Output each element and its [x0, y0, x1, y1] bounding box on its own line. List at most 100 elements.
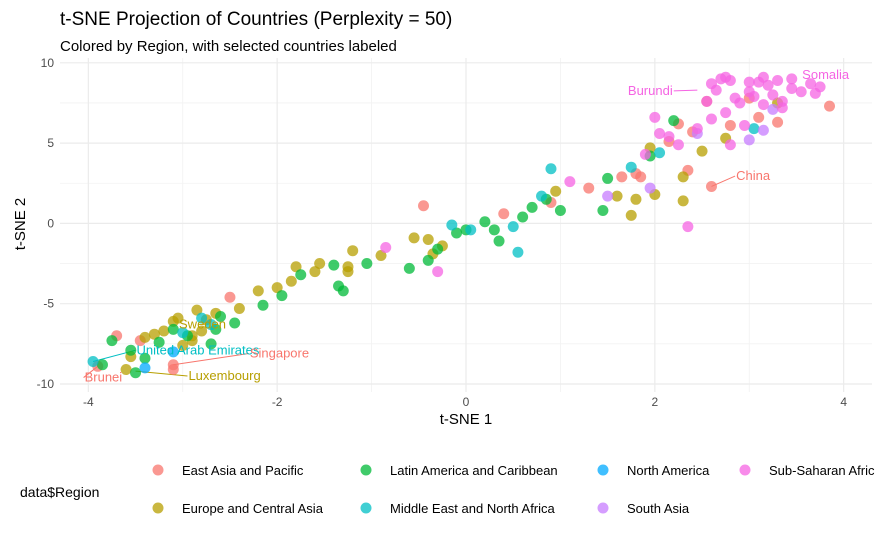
data-point: [824, 100, 836, 112]
data-point: [795, 86, 807, 98]
x-tick-label: 2: [651, 395, 658, 409]
data-point: [602, 190, 614, 202]
point-label: Luxembourg: [188, 368, 260, 383]
legend-key: [597, 464, 609, 476]
data-point: [167, 323, 179, 335]
data-point: [677, 171, 689, 183]
legend-label: Europe and Central Asia: [182, 501, 324, 516]
x-tick-label: -2: [272, 395, 283, 409]
data-point: [422, 254, 434, 266]
data-point: [526, 201, 538, 213]
legend-key: [152, 502, 164, 514]
legend-label: North America: [627, 463, 710, 478]
legend-key: [360, 464, 372, 476]
chart-subtitle: Colored by Region, with selected countri…: [60, 38, 397, 55]
y-tick-label: 10: [41, 56, 55, 70]
data-point: [705, 113, 717, 125]
data-point: [776, 102, 788, 114]
data-point: [734, 97, 746, 109]
data-point: [805, 78, 817, 90]
data-point: [205, 338, 217, 350]
data-point: [616, 171, 628, 183]
data-point: [408, 232, 420, 244]
legend-key: [597, 502, 609, 514]
data-point: [403, 262, 415, 274]
data-point: [233, 303, 245, 314]
legend-key: [360, 502, 372, 514]
data-point: [786, 73, 798, 85]
data-point: [564, 176, 576, 188]
legend-key: [152, 464, 164, 476]
x-tick-label: 4: [840, 395, 847, 409]
y-tick-label: 0: [47, 216, 54, 230]
data-point: [342, 266, 354, 278]
legend: East Asia and Pacific Latin America and C…: [152, 463, 875, 516]
point-labels: Somalia Burundi China Sweden United Arab Emi…: [85, 67, 850, 385]
data-point: [172, 312, 184, 324]
data-point: [120, 364, 132, 376]
data-point: [257, 299, 269, 311]
data-point: [337, 285, 349, 297]
data-point: [215, 311, 227, 323]
data-point: [762, 79, 774, 91]
legend-label: South Asia: [627, 501, 690, 516]
data-point: [649, 111, 661, 123]
data-point: [196, 325, 208, 337]
data-point: [639, 148, 651, 160]
data-point: [432, 266, 444, 278]
legend-label: East Asia and Pacific: [182, 463, 304, 478]
data-point: [635, 171, 647, 183]
data-point: [757, 124, 769, 136]
data-point: [677, 195, 689, 207]
data-point: [545, 163, 557, 175]
data-point: [451, 227, 463, 239]
x-tick-label: -4: [83, 395, 94, 409]
label-leader-line: [173, 352, 249, 366]
data-point: [493, 235, 505, 247]
point-label: Singapore: [250, 345, 309, 360]
data-point: [380, 241, 392, 253]
data-point: [328, 259, 340, 271]
data-point: [96, 359, 108, 371]
legend-key: [739, 464, 751, 476]
data-point: [786, 83, 798, 95]
data-point: [224, 291, 236, 303]
data-point: [276, 290, 288, 302]
data-point: [177, 339, 189, 351]
data-point: [465, 224, 477, 236]
data-point: [630, 193, 642, 205]
data-point: [597, 205, 609, 217]
y-tick-label: 5: [47, 136, 54, 150]
data-point: [772, 116, 784, 128]
data-point: [191, 304, 203, 316]
data-point: [139, 352, 151, 364]
data-point: [229, 317, 241, 329]
legend-title: data$Region: [20, 484, 99, 500]
tick-labels: -4 -2 0 2 4 -10 -5 0 5 10: [37, 56, 848, 409]
data-point: [696, 145, 708, 157]
data-point: [347, 245, 359, 257]
data-point: [654, 147, 666, 159]
data-point: [682, 221, 694, 233]
y-tick-label: -5: [43, 297, 54, 311]
legend-label: Latin America and Caribbean: [390, 463, 558, 478]
data-point: [757, 99, 769, 111]
data-point: [290, 261, 302, 273]
data-point: [87, 355, 99, 367]
data-point: [701, 95, 713, 107]
point-label: United Arab Emirates: [137, 342, 260, 357]
data-point: [550, 185, 562, 197]
y-tick-label: -10: [37, 377, 55, 391]
data-point: [139, 331, 151, 343]
data-point: [602, 172, 614, 184]
data-point: [611, 190, 623, 202]
data-point: [309, 266, 321, 278]
data-point: [488, 224, 500, 236]
data-point: [167, 346, 179, 358]
data-point: [498, 208, 510, 220]
data-point: [724, 119, 736, 131]
data-point: [139, 362, 151, 374]
point-label: Burundi: [628, 83, 673, 98]
data-point: [158, 325, 170, 337]
